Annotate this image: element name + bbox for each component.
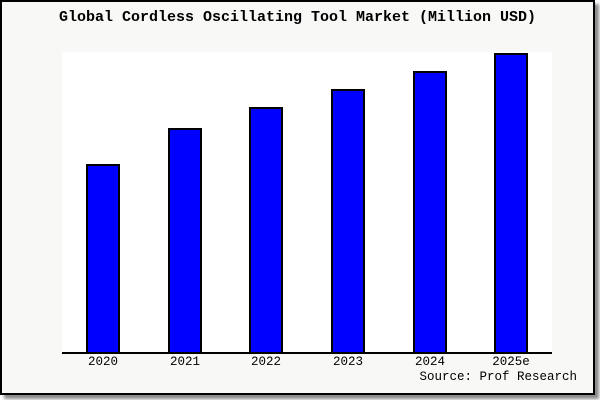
- chart-title: Global Cordless Oscillating Tool Market …: [58, 9, 537, 26]
- x-tick-label-2024: 2024: [414, 355, 445, 369]
- x-tick-label-2025e: 2025e: [492, 355, 530, 369]
- bar-2024: [413, 71, 447, 352]
- x-tick-label-2020: 2020: [87, 355, 118, 369]
- bar-2023: [331, 89, 365, 352]
- plot-area: [62, 52, 552, 354]
- bar-2025e: [494, 53, 528, 352]
- x-tick-label-2021: 2021: [169, 355, 200, 369]
- bar-2020: [86, 164, 120, 352]
- source-attribution: Source: Prof Research: [419, 370, 577, 384]
- chart-frame: Global Cordless Oscillating Tool Market …: [0, 0, 595, 395]
- bar-2021: [168, 128, 202, 352]
- bar-2022: [249, 107, 283, 352]
- x-tick-label-2023: 2023: [332, 355, 363, 369]
- x-tick-label-2022: 2022: [250, 355, 281, 369]
